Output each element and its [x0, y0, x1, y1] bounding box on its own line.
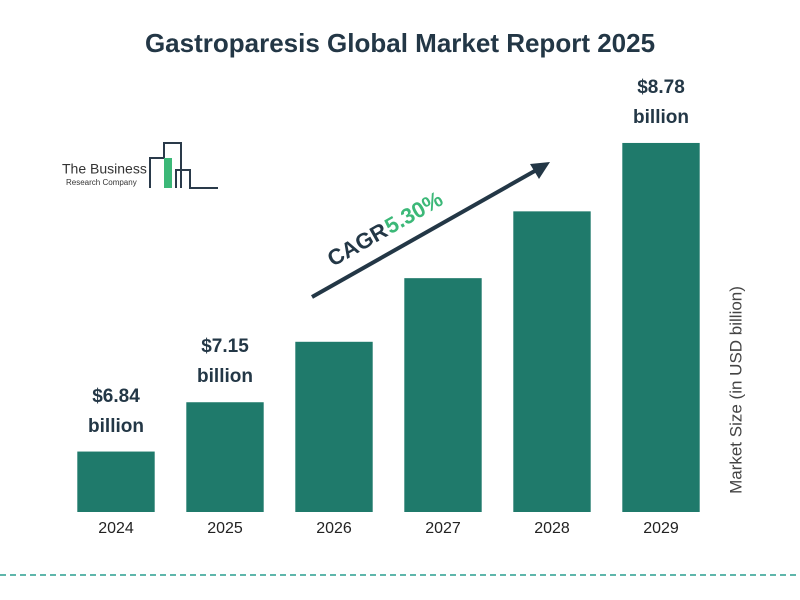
bar: [622, 142, 700, 512]
x-tick-label: 2025: [207, 520, 243, 537]
logo-mark: [149, 142, 218, 189]
chart-title: Gastroparesis Global Market Report 2025: [145, 28, 655, 58]
cagr-arrow: [311, 166, 541, 299]
cagr: CAGR 5.30%: [323, 186, 447, 271]
bar: [77, 451, 155, 512]
logo: The Business Research Company: [62, 142, 218, 189]
bar: [186, 402, 264, 512]
x-tick-label: 2027: [425, 520, 461, 537]
bar: [404, 278, 482, 512]
bar: [513, 211, 591, 512]
y-axis-label: Market Size (in USD billion): [726, 286, 745, 494]
value-label: $8.78 billion: [633, 76, 689, 128]
value-label: $6.84 billion: [88, 385, 144, 437]
value-label: $7.15 billion: [197, 336, 253, 388]
cagr-label: CAGR: [323, 218, 392, 272]
x-tick-label: 2024: [98, 520, 134, 537]
cagr-arrowhead: [530, 162, 550, 179]
cagr-value: 5.30%: [380, 186, 447, 239]
x-tick-label: 2029: [643, 520, 679, 537]
bar: [295, 341, 373, 512]
logo-text: Research Company: [66, 178, 137, 187]
x-tick-label: 2026: [316, 520, 352, 537]
logo-text: The Business: [62, 161, 147, 177]
logo-mark: [164, 158, 172, 188]
x-tick-label: 2028: [534, 520, 570, 537]
